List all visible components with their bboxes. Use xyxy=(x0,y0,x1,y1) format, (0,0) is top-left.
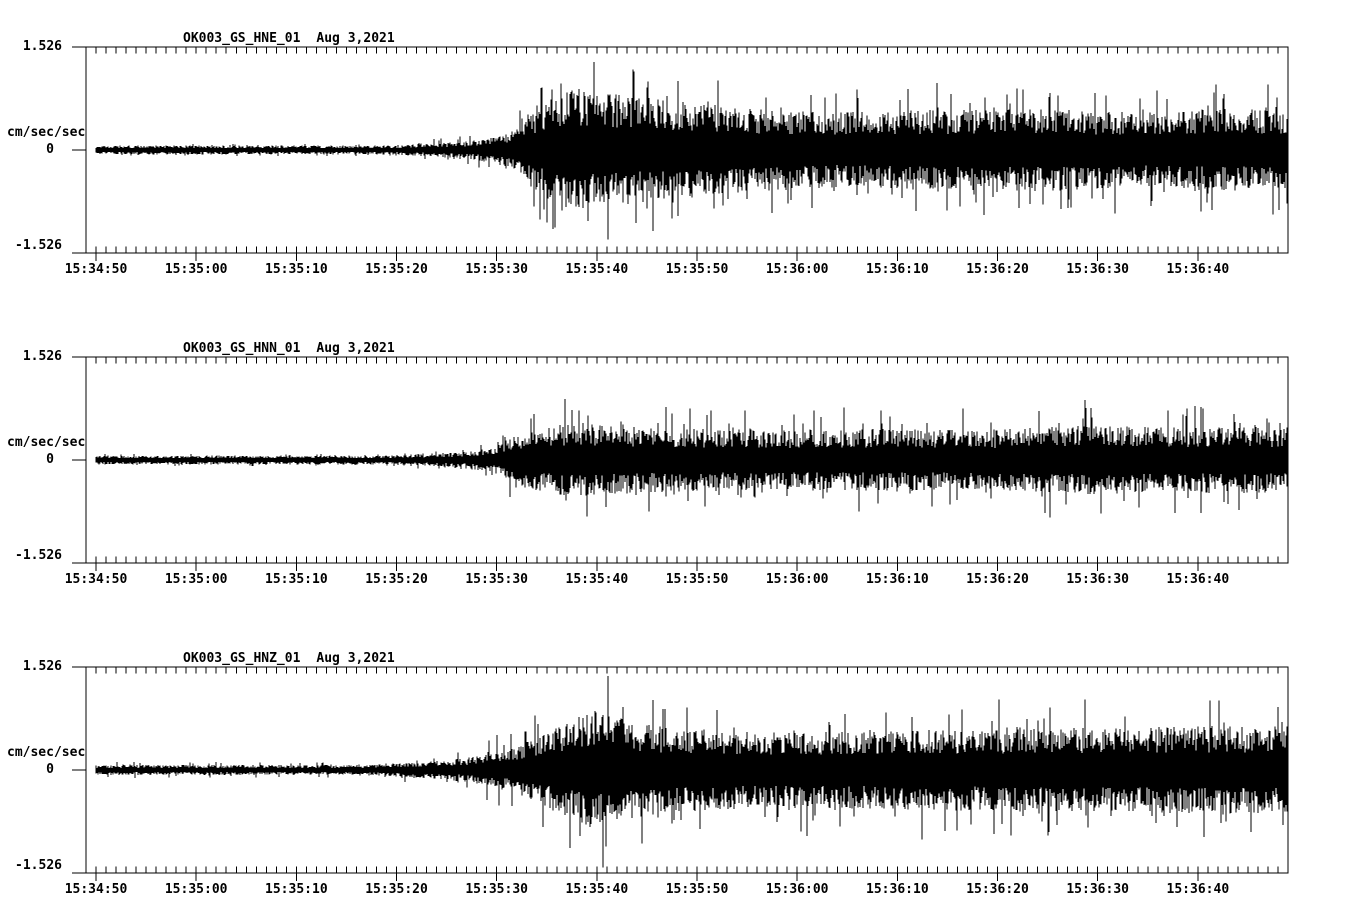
x-tick-label: 15:36:20 xyxy=(966,262,1029,277)
x-tick-label: 15:36:00 xyxy=(765,882,829,897)
seismogram-panel-hnn: OK003_GS_HNN_01 Aug 3,2021 1.526 cm/sec/s… xyxy=(0,310,1358,620)
x-tick-label: 15:35:10 xyxy=(265,262,328,277)
y-max-label: 1.526 xyxy=(22,659,62,674)
x-tick-label: 15:35:00 xyxy=(164,572,228,587)
y-unit-label: cm/sec/sec xyxy=(7,125,86,140)
station-channel-label: OK003_GS_HNN_01 xyxy=(183,341,301,356)
panel-title: OK003_GS_HNE_01 Aug 3,2021 xyxy=(183,31,395,46)
y-min-label: -1.526 xyxy=(15,238,62,253)
x-tick-label: 15:34:50 xyxy=(64,262,128,277)
y-max-label: 1.526 xyxy=(22,349,62,364)
date-label: Aug 3,2021 xyxy=(316,651,395,666)
seismogram-panel-hne: OK003_GS_HNE_01 Aug 3,2021 1.526 cm/sec/s… xyxy=(0,0,1358,310)
station-channel-label: OK003_GS_HNZ_01 xyxy=(183,651,301,666)
x-tick-label: 15:35:50 xyxy=(665,572,729,587)
x-tick-label: 15:35:20 xyxy=(365,882,428,897)
waveform-plot-svg xyxy=(72,46,1289,261)
x-tick-label: 15:35:00 xyxy=(164,262,228,277)
x-tick-label: 15:36:30 xyxy=(1066,882,1129,897)
x-tick-label: 15:36:10 xyxy=(866,882,929,897)
station-channel-label: OK003_GS_HNE_01 xyxy=(183,31,301,46)
x-tick-label: 15:36:40 xyxy=(1166,882,1230,897)
x-tick-label: 15:36:40 xyxy=(1166,572,1230,587)
x-tick-label: 15:35:20 xyxy=(365,572,428,587)
x-tick-label: 15:35:50 xyxy=(665,882,729,897)
seismogram-panel-hnz: OK003_GS_HNZ_01 Aug 3,2021 1.526 cm/sec/s… xyxy=(0,620,1358,924)
x-tick-label: 15:35:10 xyxy=(265,882,328,897)
waveform-plot-svg xyxy=(72,666,1289,881)
panel-title: OK003_GS_HNN_01 Aug 3,2021 xyxy=(183,341,395,356)
x-tick-label: 15:35:30 xyxy=(465,882,528,897)
date-label: Aug 3,2021 xyxy=(316,31,395,46)
x-tick-label: 15:35:30 xyxy=(465,262,528,277)
x-tick-label: 15:35:40 xyxy=(565,572,629,587)
x-tick-label: 15:36:00 xyxy=(765,262,829,277)
y-min-label: -1.526 xyxy=(15,548,62,563)
y-min-label: -1.526 xyxy=(15,858,62,873)
x-tick-label: 15:35:10 xyxy=(265,572,328,587)
waveform-plot-svg xyxy=(72,356,1289,571)
x-tick-label: 15:36:30 xyxy=(1066,572,1129,587)
y-unit-label: cm/sec/sec xyxy=(7,435,86,450)
y-zero-label: 0 xyxy=(46,142,54,157)
x-tick-label: 15:34:50 xyxy=(64,572,128,587)
x-tick-label: 15:35:40 xyxy=(565,882,629,897)
x-tick-label: 15:35:00 xyxy=(164,882,228,897)
y-max-label: 1.526 xyxy=(22,39,62,54)
x-tick-label: 15:36:20 xyxy=(966,882,1029,897)
y-zero-label: 0 xyxy=(46,762,54,777)
x-tick-label: 15:35:40 xyxy=(565,262,629,277)
x-tick-label: 15:34:50 xyxy=(64,882,128,897)
x-tick-label: 15:35:50 xyxy=(665,262,729,277)
x-tick-label: 15:36:40 xyxy=(1166,262,1230,277)
x-tick-label: 15:36:30 xyxy=(1066,262,1129,277)
x-tick-label: 15:35:20 xyxy=(365,262,428,277)
panel-title: OK003_GS_HNZ_01 Aug 3,2021 xyxy=(183,651,395,666)
x-tick-label: 15:36:10 xyxy=(866,262,929,277)
x-tick-label: 15:36:00 xyxy=(765,572,829,587)
x-tick-label: 15:35:30 xyxy=(465,572,528,587)
date-label: Aug 3,2021 xyxy=(316,341,395,356)
y-unit-label: cm/sec/sec xyxy=(7,745,86,760)
x-tick-label: 15:36:20 xyxy=(966,572,1029,587)
y-zero-label: 0 xyxy=(46,452,54,467)
x-tick-label: 15:36:10 xyxy=(866,572,929,587)
